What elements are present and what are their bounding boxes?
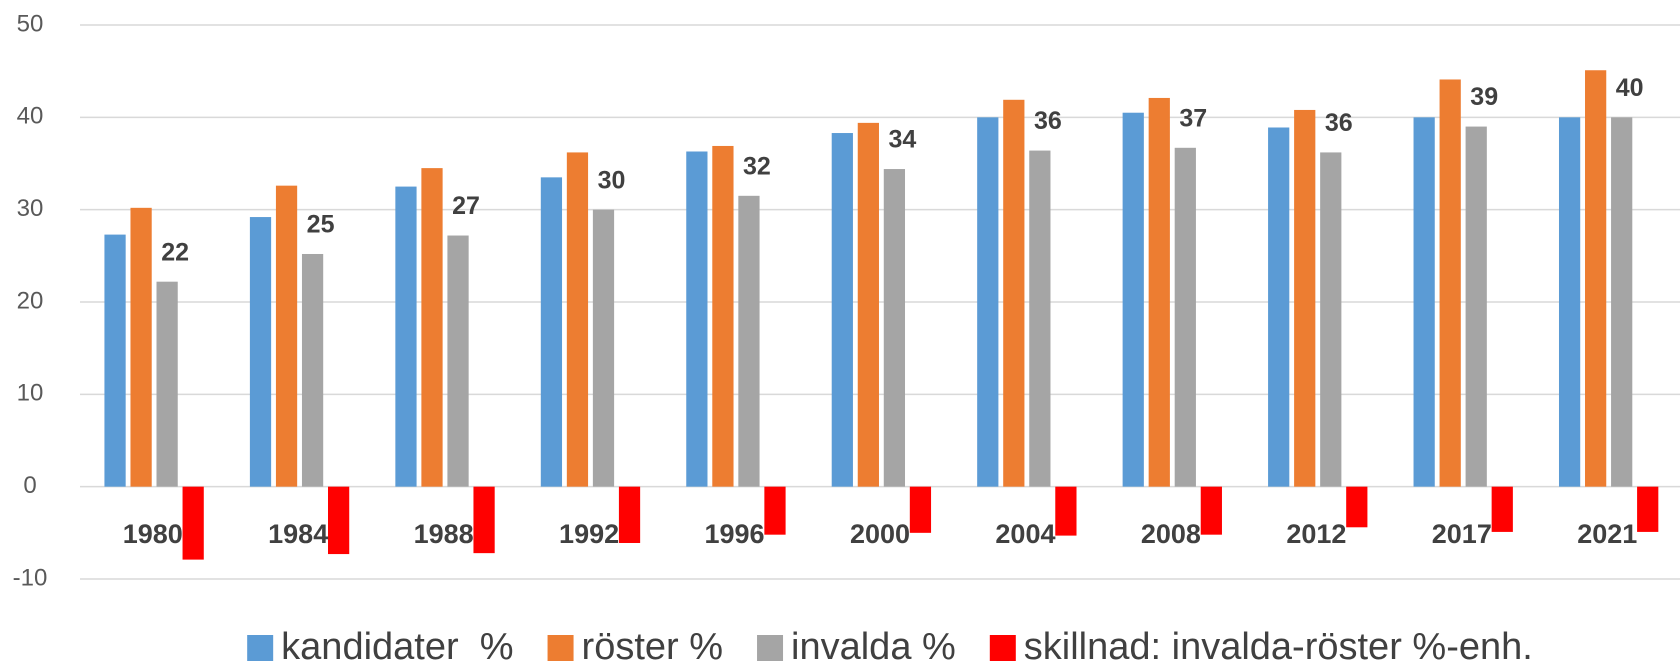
bar (301, 253, 324, 487)
bar (1029, 150, 1051, 487)
bar (857, 122, 879, 487)
data-label: 22 (161, 238, 189, 266)
legend-swatch (247, 635, 274, 661)
legend-swatch (989, 635, 1016, 661)
legend-label: skillnad: invalda-röster %-enh. (1024, 626, 1533, 666)
y-tick-label: 50 (17, 10, 44, 37)
bar (738, 195, 760, 487)
bar (156, 281, 178, 487)
bar (182, 486, 204, 560)
bar (1268, 127, 1290, 487)
bar (1174, 147, 1196, 487)
y-tick-label: -10 (13, 564, 48, 591)
data-label: 36 (1325, 109, 1353, 137)
bar (764, 486, 786, 535)
bar (395, 186, 417, 487)
bar (447, 235, 469, 487)
x-tick-label: 1996 (705, 519, 765, 549)
y-tick-label: 10 (17, 380, 44, 407)
bar (1148, 97, 1170, 487)
legend-label: kandidater % (281, 626, 513, 666)
bar (1558, 117, 1581, 487)
x-tick-label: 1992 (559, 519, 619, 549)
legend-label: röster % (582, 626, 723, 666)
bar (1122, 112, 1144, 487)
bar (883, 169, 906, 487)
bar (1413, 117, 1435, 487)
bar (1637, 486, 1659, 532)
bar (1439, 79, 1461, 487)
x-tick-label: 2000 (850, 519, 910, 549)
bar (566, 152, 589, 487)
data-label: 39 (1470, 83, 1498, 111)
y-tick-label: 30 (17, 195, 44, 222)
y-tick-label: 20 (17, 287, 44, 314)
bar (540, 177, 563, 487)
bar (421, 168, 443, 487)
data-label: 32 (743, 152, 771, 180)
bar (1491, 486, 1513, 532)
bar (104, 234, 126, 487)
bar (130, 207, 152, 487)
bar (977, 117, 999, 487)
bar (909, 486, 932, 533)
x-tick-label: 1980 (123, 519, 183, 549)
x-tick-label: 2012 (1286, 519, 1346, 549)
x-tick-label: 2004 (995, 519, 1055, 549)
data-label: 30 (598, 166, 626, 194)
bar (1200, 486, 1222, 535)
data-label: 27 (452, 192, 480, 220)
x-tick-label: 2008 (1141, 519, 1201, 549)
bar (1465, 126, 1487, 487)
bar (712, 145, 734, 487)
data-label: 25 (307, 211, 335, 239)
x-tick-label: 2017 (1432, 519, 1492, 549)
bar (249, 217, 272, 487)
bar (1320, 152, 1342, 487)
y-tick-label: 40 (17, 103, 44, 130)
x-tick-label: 1984 (268, 519, 328, 549)
bar (618, 486, 641, 543)
bar (1585, 70, 1607, 487)
bar (1346, 486, 1368, 528)
bar (1294, 109, 1316, 487)
bar (592, 209, 615, 487)
bar (686, 151, 708, 487)
bar (1003, 99, 1025, 487)
data-label: 40 (1616, 74, 1644, 102)
data-label: 37 (1179, 104, 1207, 132)
bar (1611, 117, 1633, 487)
legend-swatch (547, 635, 574, 661)
data-label: 34 (888, 126, 916, 154)
x-tick-label: 2021 (1577, 519, 1637, 549)
legend-swatch (757, 635, 784, 661)
legend-label: invalda % (791, 626, 956, 666)
bar (275, 185, 298, 487)
x-tick-label: 1988 (414, 519, 474, 549)
bar (328, 486, 350, 555)
data-label: 36 (1034, 107, 1062, 135)
bar (831, 133, 853, 487)
y-tick-label: 0 (23, 472, 36, 499)
bar (473, 486, 495, 554)
bar (1055, 486, 1077, 536)
